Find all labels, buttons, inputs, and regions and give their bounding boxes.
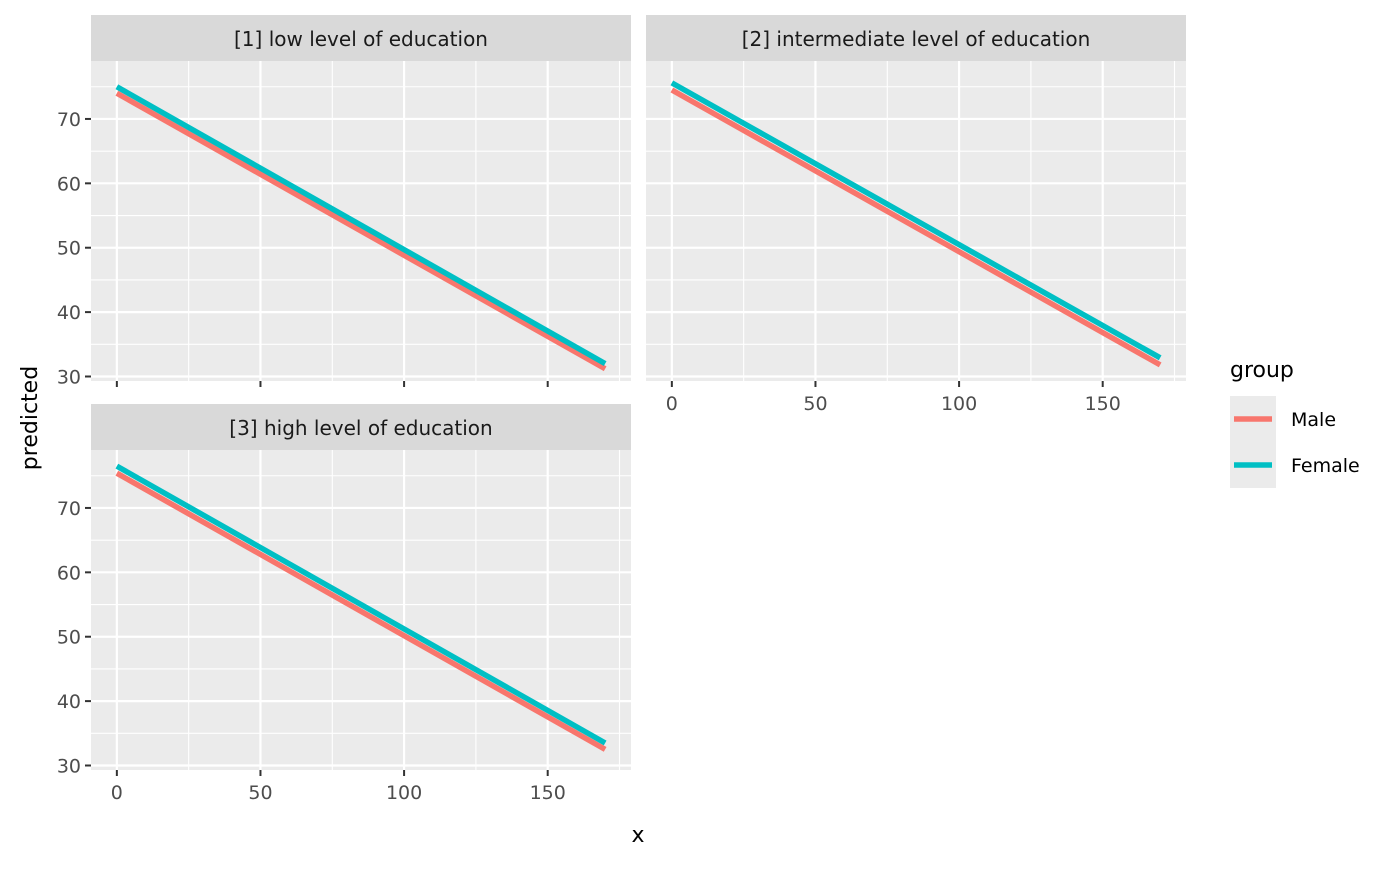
x-tick-label: 150 <box>1085 393 1121 415</box>
y-tick-label: 40 <box>57 302 81 324</box>
y-tick-label: 40 <box>57 691 81 713</box>
y-tick-label: 30 <box>57 366 81 388</box>
facet-strip-label: [1] low level of education <box>234 27 488 51</box>
x-tick-label: 100 <box>386 782 422 804</box>
legend: group Male Female <box>1230 358 1360 488</box>
legend-label-male: Male <box>1291 409 1336 431</box>
x-axis-title: x <box>631 823 644 848</box>
x-tick-label: 50 <box>803 393 827 415</box>
y-axis-title: predicted <box>18 366 43 470</box>
panel-3: [3] high level of education 30 40 50 60 70 0 50… <box>57 404 631 804</box>
y-tick-label: 60 <box>57 173 81 195</box>
panel-1: [1] low level of education 30 40 50 60 70 <box>57 15 631 388</box>
series-line-male <box>115 470 607 752</box>
x-tick-label: 0 <box>111 782 123 804</box>
panel-2: [2] intermediate level of education 0 50 10… <box>646 15 1186 415</box>
facet-strip-label: [3] high level of education <box>229 416 492 440</box>
series-line-female <box>115 463 607 746</box>
series-line-female <box>115 84 607 367</box>
facet-strip-label: [2] intermediate level of education <box>742 27 1091 51</box>
y-tick-label: 70 <box>57 498 81 520</box>
series-line-female <box>670 80 1162 361</box>
facet-strip <box>646 15 1186 61</box>
legend-keys: Male Female <box>1230 396 1360 488</box>
series-line-male <box>670 87 1162 368</box>
facet-strip <box>91 15 631 61</box>
x-tick-label: 100 <box>941 393 977 415</box>
panels-layer: [1] low level of education 30 40 50 60 70 [2] … <box>57 15 1186 804</box>
x-tick-label: 50 <box>248 782 272 804</box>
y-tick-label: 60 <box>57 562 81 584</box>
y-tick-label: 30 <box>57 755 81 777</box>
series-line-male <box>115 90 607 372</box>
y-tick-label: 70 <box>57 109 81 131</box>
facet-strip <box>91 404 631 450</box>
x-tick-label: 150 <box>530 782 566 804</box>
legend-label-female: Female <box>1291 455 1360 477</box>
y-tick-label: 50 <box>57 238 81 260</box>
legend-title: group <box>1230 358 1294 383</box>
x-tick-label: 0 <box>666 393 678 415</box>
y-tick-label: 50 <box>57 627 81 649</box>
